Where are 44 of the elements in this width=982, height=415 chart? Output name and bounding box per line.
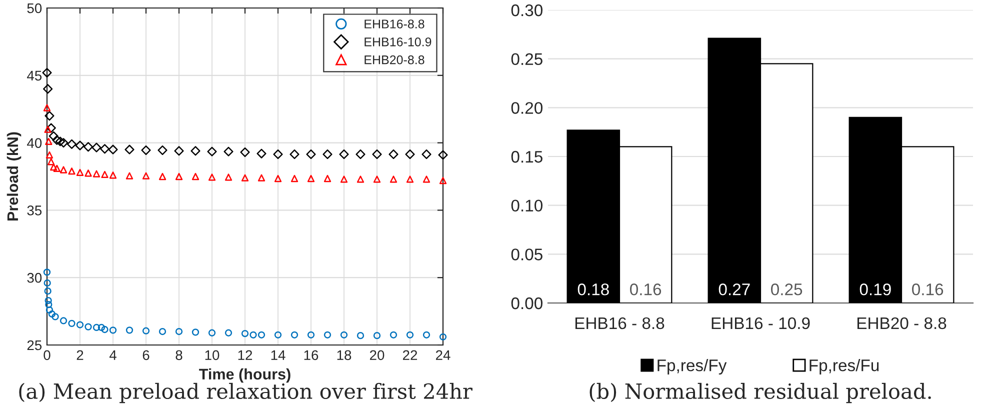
- y-tick-label: 35: [27, 206, 42, 216]
- x-tick-label: 6: [142, 350, 150, 360]
- y-tick-label: 0.20: [511, 102, 542, 114]
- x-tick-label: 20: [370, 350, 384, 360]
- y-tick-label: 50: [27, 3, 42, 14]
- data-label: 0.16: [912, 284, 944, 296]
- y-tick-label: 40: [27, 138, 42, 148]
- text: (b) Normalised residual preload.: [590, 382, 931, 404]
- x-tick-label: 12: [238, 350, 252, 360]
- legend-label: EHB16-8.8: [364, 20, 424, 28]
- x-axis-title: Time (hours): [199, 368, 290, 383]
- x-tick-label: 14: [271, 350, 286, 360]
- data-label: 0.27: [718, 284, 750, 296]
- legend-label: Fp,res/Fu: [810, 359, 879, 375]
- y-tick-label: 0.10: [511, 200, 542, 212]
- data-label: 0.16: [630, 284, 662, 296]
- data-label: 0.25: [771, 284, 802, 296]
- y-tick-label: 0.15: [511, 150, 542, 163]
- y-tick-label: 0.05: [511, 248, 542, 260]
- text: (a) Mean preload relaxation over first 24hr: [19, 382, 472, 404]
- x-tick-label: EHB16 - 10.9: [712, 317, 810, 330]
- x-tick-label: 24: [436, 350, 450, 360]
- x-tick-label: 22: [402, 350, 418, 360]
- x-tick-label: 8: [176, 350, 182, 360]
- y-tick-label: 0.30: [511, 4, 542, 16]
- x-tick-label: 10: [205, 350, 220, 360]
- legend-label: EHB20-8.8: [364, 55, 424, 64]
- legend-label: EHB16-10.9: [364, 37, 432, 46]
- x-tick-label: EHB16 - 8.8: [575, 317, 664, 330]
- data-label: 0.18: [578, 284, 609, 296]
- x-tick-label: 0: [44, 350, 50, 360]
- y-tick-label: 25: [27, 340, 42, 350]
- x-tick-label: 18: [337, 350, 352, 360]
- y-tick-label: 0.25: [511, 53, 542, 66]
- y-tick-label: 45: [27, 70, 42, 81]
- y-tick-label: 0.00: [511, 297, 542, 310]
- data-label: 0.19: [860, 284, 891, 296]
- y-tick-label: 30: [27, 272, 42, 283]
- x-tick-label: EHB20 - 8.8: [857, 317, 946, 330]
- x-tick-label: 2: [76, 350, 84, 360]
- x-tick-label: 16: [304, 350, 318, 360]
- x-tick-label: 4: [109, 350, 116, 360]
- legend-label: Fp,res/Fy: [658, 359, 727, 375]
- y-axis-title: Preload (kN): [6, 132, 22, 220]
